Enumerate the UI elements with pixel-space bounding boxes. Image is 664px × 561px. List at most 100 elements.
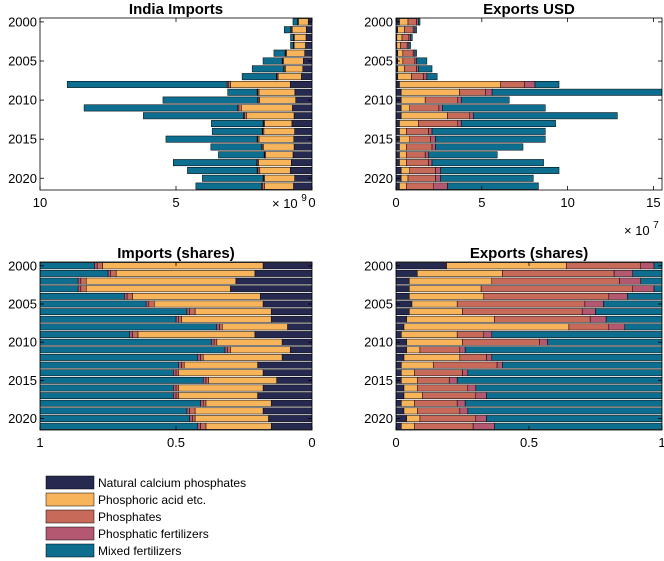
bar-segment-acid-2019	[403, 407, 418, 415]
bar-segment-acid-2000	[102, 262, 264, 270]
bar-segment-natural-2014	[396, 127, 400, 135]
bar-segment-phosphates-2006	[189, 308, 196, 316]
bar-segment-mixed-2014	[431, 127, 546, 135]
bar-segment-mixed-2015	[435, 135, 546, 143]
bar-segment-natural-2014	[294, 127, 312, 135]
x-tick-label: 1	[658, 435, 664, 450]
bar-segment-natural-2006	[302, 65, 312, 73]
bar-segment-mixed-2011	[442, 104, 546, 112]
bar-segment-phosphates-2016	[406, 143, 433, 151]
bar-segment-fertilizers-2000	[94, 262, 98, 270]
bar-segment-acid-2006	[285, 65, 304, 73]
bar-segment-acid-2009	[400, 88, 460, 96]
bar-segment-fertilizers-2009	[483, 331, 493, 338]
y-tick-label: 2015	[8, 373, 37, 388]
bar-segment-phosphates-2017	[422, 392, 477, 400]
bar-segment-natural-2021	[293, 182, 312, 190]
bar-segment-natural-2001	[306, 26, 312, 34]
chart-title: India Imports	[129, 1, 223, 18]
bar-segment-phosphates-2001	[404, 26, 414, 34]
bar-segment-phosphates-2010	[462, 338, 540, 346]
bar-segment-mixed-2015	[165, 135, 258, 143]
y-tick-label: 2015	[364, 373, 393, 388]
x-tick-label: 0.5	[167, 435, 185, 450]
bar-segment-phosphates-2014	[414, 369, 463, 377]
bar-segment-acid-2016	[399, 143, 407, 151]
panel-exports: Exports USD 2000 2005 2010 2015 2020 0 5 10 15 × 1…	[364, 1, 663, 238]
bar-segment-acid-2003	[409, 285, 482, 293]
bar-segment-fertilizers-2013	[457, 120, 462, 128]
bar-segment-natural-2016	[396, 384, 405, 392]
axis-exponent-power: 9	[301, 193, 307, 204]
bar-segment-natural-2008	[287, 323, 312, 331]
bar-segment-mixed-2007	[605, 315, 662, 323]
bar-segment-acid-2008	[230, 80, 291, 88]
bar-segment-acid-2018	[205, 399, 272, 407]
bar-segment-fertilizers-2013	[178, 361, 182, 369]
bar-segment-natural-2008	[289, 80, 312, 88]
bar-segment-natural-2011	[396, 346, 407, 354]
bar-segment-natural-2016	[293, 143, 312, 151]
bar-segment-mixed-2011	[83, 104, 238, 112]
bar-segment-acid-2017	[178, 392, 258, 400]
bar-segment-acid-2021	[399, 182, 407, 190]
bar-segment-acid-2018	[258, 159, 292, 167]
bar-segment-mixed-2021	[40, 422, 199, 430]
bar-segment-acid-2007	[277, 73, 302, 81]
y-tick-label: 2000	[364, 14, 393, 29]
bar-segment-phosphates-2000	[565, 262, 641, 270]
bar-segment-natural-2018	[396, 399, 402, 407]
bar-segment-acid-2003	[396, 41, 401, 49]
bar-segment-mixed-2017	[486, 392, 662, 400]
legend-swatch-natural	[45, 475, 95, 490]
bar-segment-mixed-2009	[491, 88, 662, 96]
bar-segment-acid-2000	[298, 18, 309, 26]
bar-segment-fertilizers-2015	[202, 376, 207, 384]
bar-segment-phosphates-2019	[257, 166, 261, 174]
x-tick-label: 15	[646, 195, 660, 210]
bar-segment-fertilizers-2019	[459, 407, 469, 415]
bar-segment-acid-2012	[202, 354, 283, 361]
bar-segment-phosphates-2017	[175, 392, 179, 400]
bar-segment-mixed-2012	[40, 354, 199, 361]
bar-segment-mixed-2014	[40, 369, 174, 377]
y-tick-label: 2020	[8, 171, 37, 186]
bar-segment-acid-2006	[194, 308, 272, 316]
bar-segment-natural-2020	[268, 415, 312, 422]
bar-segment-mixed-2018	[40, 399, 201, 407]
bar-segment-acid-2015	[401, 376, 418, 384]
bar-segment-phosphates-2010	[213, 338, 218, 346]
bar-segment-natural-2009	[396, 331, 402, 338]
bar-segment-phosphates-2003	[400, 41, 408, 49]
bar-segment-mixed-2016	[475, 384, 662, 392]
bar-segment-natural-2014	[262, 369, 312, 377]
bar-segment-fertilizers-2017	[173, 392, 177, 400]
bar-segment-natural-2011	[289, 346, 312, 354]
bar-segment-fertilizers-2012	[469, 112, 474, 120]
bar-segment-natural-2016	[262, 384, 312, 392]
bar-segment-fertilizers-2008	[524, 80, 536, 88]
bar-segment-mixed-2010	[40, 338, 212, 346]
bar-segment-phosphates-2008	[227, 80, 231, 88]
bar-segment-fertilizers-2007	[175, 315, 179, 323]
bar-segment-acid-2009	[401, 331, 458, 338]
bar-segment-fertilizers-2018	[200, 399, 204, 407]
bar-segment-mixed-2018	[464, 399, 662, 407]
bar-segment-phosphates-2015	[417, 376, 450, 384]
bar-segment-fertilizers-2004	[412, 49, 416, 57]
bar-segment-natural-2004	[304, 49, 312, 57]
bar-segment-fertilizers-2021	[472, 422, 495, 430]
panel-imports_shares: Imports (shares) 2000 2005 2010 2015 2020 1 0.5…	[8, 245, 316, 450]
bar-segment-acid-2004	[286, 49, 305, 57]
bar-segment-acid-2020	[406, 415, 421, 422]
bar-segment-natural-2002	[235, 277, 312, 285]
bar-segment-fertilizers-2018	[456, 399, 466, 407]
bar-segment-natural-2013	[257, 361, 312, 369]
bar-segment-fertilizers-2015	[430, 135, 436, 143]
bar-segment-natural-2004	[396, 292, 410, 300]
bar-segment-natural-2018	[270, 399, 312, 407]
bar-segment-mixed-2001	[284, 26, 292, 34]
bar-segment-phosphates-2020	[419, 415, 477, 422]
bar-segment-phosphates-2021	[262, 182, 265, 190]
